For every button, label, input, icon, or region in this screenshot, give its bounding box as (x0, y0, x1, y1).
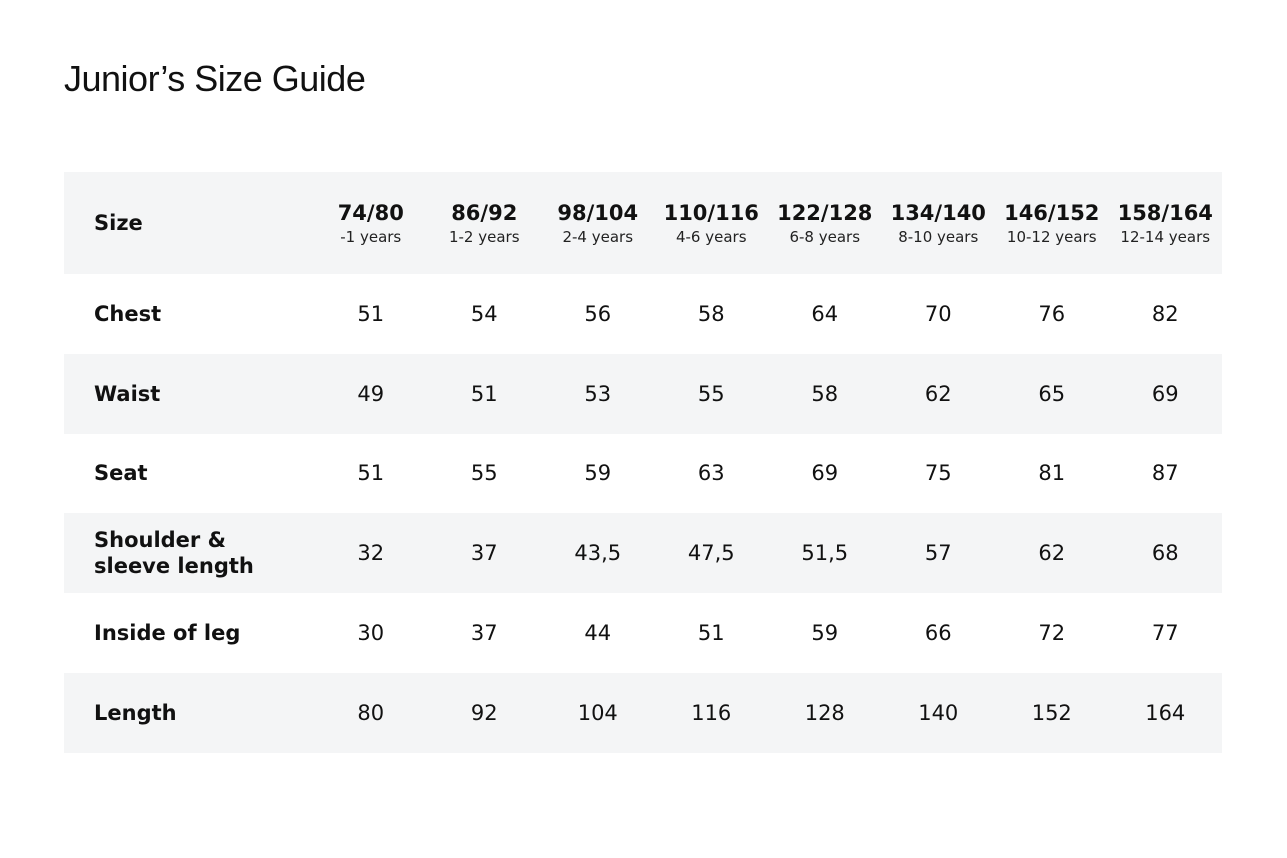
cell-value: 47,5 (687, 541, 735, 566)
table-row: Seat 51 55 59 63 69 75 81 87 (64, 434, 1222, 514)
size-label: 110/116 (663, 200, 759, 225)
table-row: Chest 51 54 56 58 64 70 76 82 (64, 274, 1222, 354)
cell-value: 44 (584, 621, 612, 646)
cell-value: 62 (1038, 541, 1066, 566)
cell-value: 51,5 (801, 541, 849, 566)
row-label: Seat (94, 461, 148, 486)
size-label: 134/140 (890, 200, 986, 225)
cell-value: 49 (357, 381, 385, 406)
age-label: 6-8 years (789, 227, 861, 246)
cell-value: 80 (357, 700, 385, 725)
row-label: Chest (94, 301, 162, 326)
cell-value: 76 (1038, 301, 1066, 326)
cell-value: 51 (470, 381, 498, 406)
cell-value: 37 (470, 621, 498, 646)
cell-value: 43,5 (574, 541, 622, 566)
row-label: Shoulder & sleeve length (94, 528, 254, 579)
header-cell: 158/164 12-14 years (1109, 201, 1223, 246)
header-label: Size (94, 211, 143, 235)
row-label: Inside of leg (94, 621, 241, 646)
header-cell: 146/152 10-12 years (995, 201, 1109, 246)
size-label: 158/164 (1117, 200, 1213, 225)
row-label: Length (94, 700, 177, 725)
cell-value: 69 (811, 461, 839, 486)
cell-value: 116 (691, 700, 732, 725)
cell-value: 51 (357, 461, 385, 486)
cell-value: 69 (1151, 381, 1179, 406)
cell-value: 92 (470, 700, 498, 725)
cell-value: 64 (811, 301, 839, 326)
cell-value: 59 (584, 461, 612, 486)
cell-value: 68 (1151, 541, 1179, 566)
cell-value: 65 (1038, 381, 1066, 406)
cell-value: 140 (918, 700, 959, 725)
header-cell: 86/92 1-2 years (428, 201, 542, 246)
cell-value: 87 (1151, 461, 1179, 486)
cell-value: 51 (357, 301, 385, 326)
cell-value: 53 (584, 381, 612, 406)
header-cell: 98/104 2-4 years (541, 201, 655, 246)
cell-value: 164 (1145, 700, 1186, 725)
cell-value: 82 (1151, 301, 1179, 326)
header-cell: 74/80 -1 years (314, 201, 428, 246)
size-label: 86/92 (451, 200, 518, 225)
row-label: Waist (94, 381, 161, 406)
age-label: -1 years (340, 227, 402, 246)
cell-value: 128 (804, 700, 845, 725)
cell-value: 55 (697, 381, 725, 406)
header-cell: 134/140 8-10 years (882, 201, 996, 246)
cell-value: 55 (470, 461, 498, 486)
cell-value: 70 (924, 301, 952, 326)
header-cell: 110/116 4-6 years (655, 201, 769, 246)
size-label: 98/104 (557, 200, 639, 225)
table-row: Inside of leg 30 37 44 51 59 66 72 77 (64, 593, 1222, 673)
age-label: 10-12 years (1006, 227, 1097, 246)
cell-value: 72 (1038, 621, 1066, 646)
cell-value: 59 (811, 621, 839, 646)
table-row: Length 80 92 104 116 128 140 152 164 (64, 672, 1222, 753)
age-label: 12-14 years (1120, 227, 1211, 246)
size-label: 122/128 (777, 200, 873, 225)
table-row: Shoulder & sleeve length 32 37 43,5 47,5 51,5… (64, 513, 1222, 594)
cell-value: 51 (697, 621, 725, 646)
cell-value: 54 (470, 301, 498, 326)
size-table: Size 74/80 -1 years 86/92 1-2 years 98/104 2-4… (64, 172, 1222, 753)
cell-value: 32 (357, 541, 385, 566)
table-row: Waist 49 51 53 55 58 62 65 69 (64, 353, 1222, 434)
header-cell: 122/128 6-8 years (768, 201, 882, 246)
cell-value: 58 (811, 381, 839, 406)
age-label: 2-4 years (562, 227, 634, 246)
cell-value: 77 (1151, 621, 1179, 646)
cell-value: 66 (924, 621, 952, 646)
cell-value: 81 (1038, 461, 1066, 486)
age-label: 1-2 years (448, 227, 520, 246)
cell-value: 37 (470, 541, 498, 566)
size-label: 146/152 (1004, 200, 1100, 225)
header-row: Size 74/80 -1 years 86/92 1-2 years 98/104 2-4… (64, 172, 1222, 274)
cell-value: 58 (697, 301, 725, 326)
cell-value: 56 (584, 301, 612, 326)
cell-value: 104 (577, 700, 618, 725)
title: Junior’s Size Guide (64, 58, 366, 99)
cell-value: 57 (924, 541, 952, 566)
age-label: 4-6 years (675, 227, 747, 246)
cell-value: 30 (357, 621, 385, 646)
cell-value: 152 (1031, 700, 1072, 725)
cell-value: 75 (924, 461, 952, 486)
size-label: 74/80 (337, 200, 404, 225)
age-label: 8-10 years (898, 227, 979, 246)
cell-value: 63 (697, 461, 725, 486)
cell-value: 62 (924, 381, 952, 406)
